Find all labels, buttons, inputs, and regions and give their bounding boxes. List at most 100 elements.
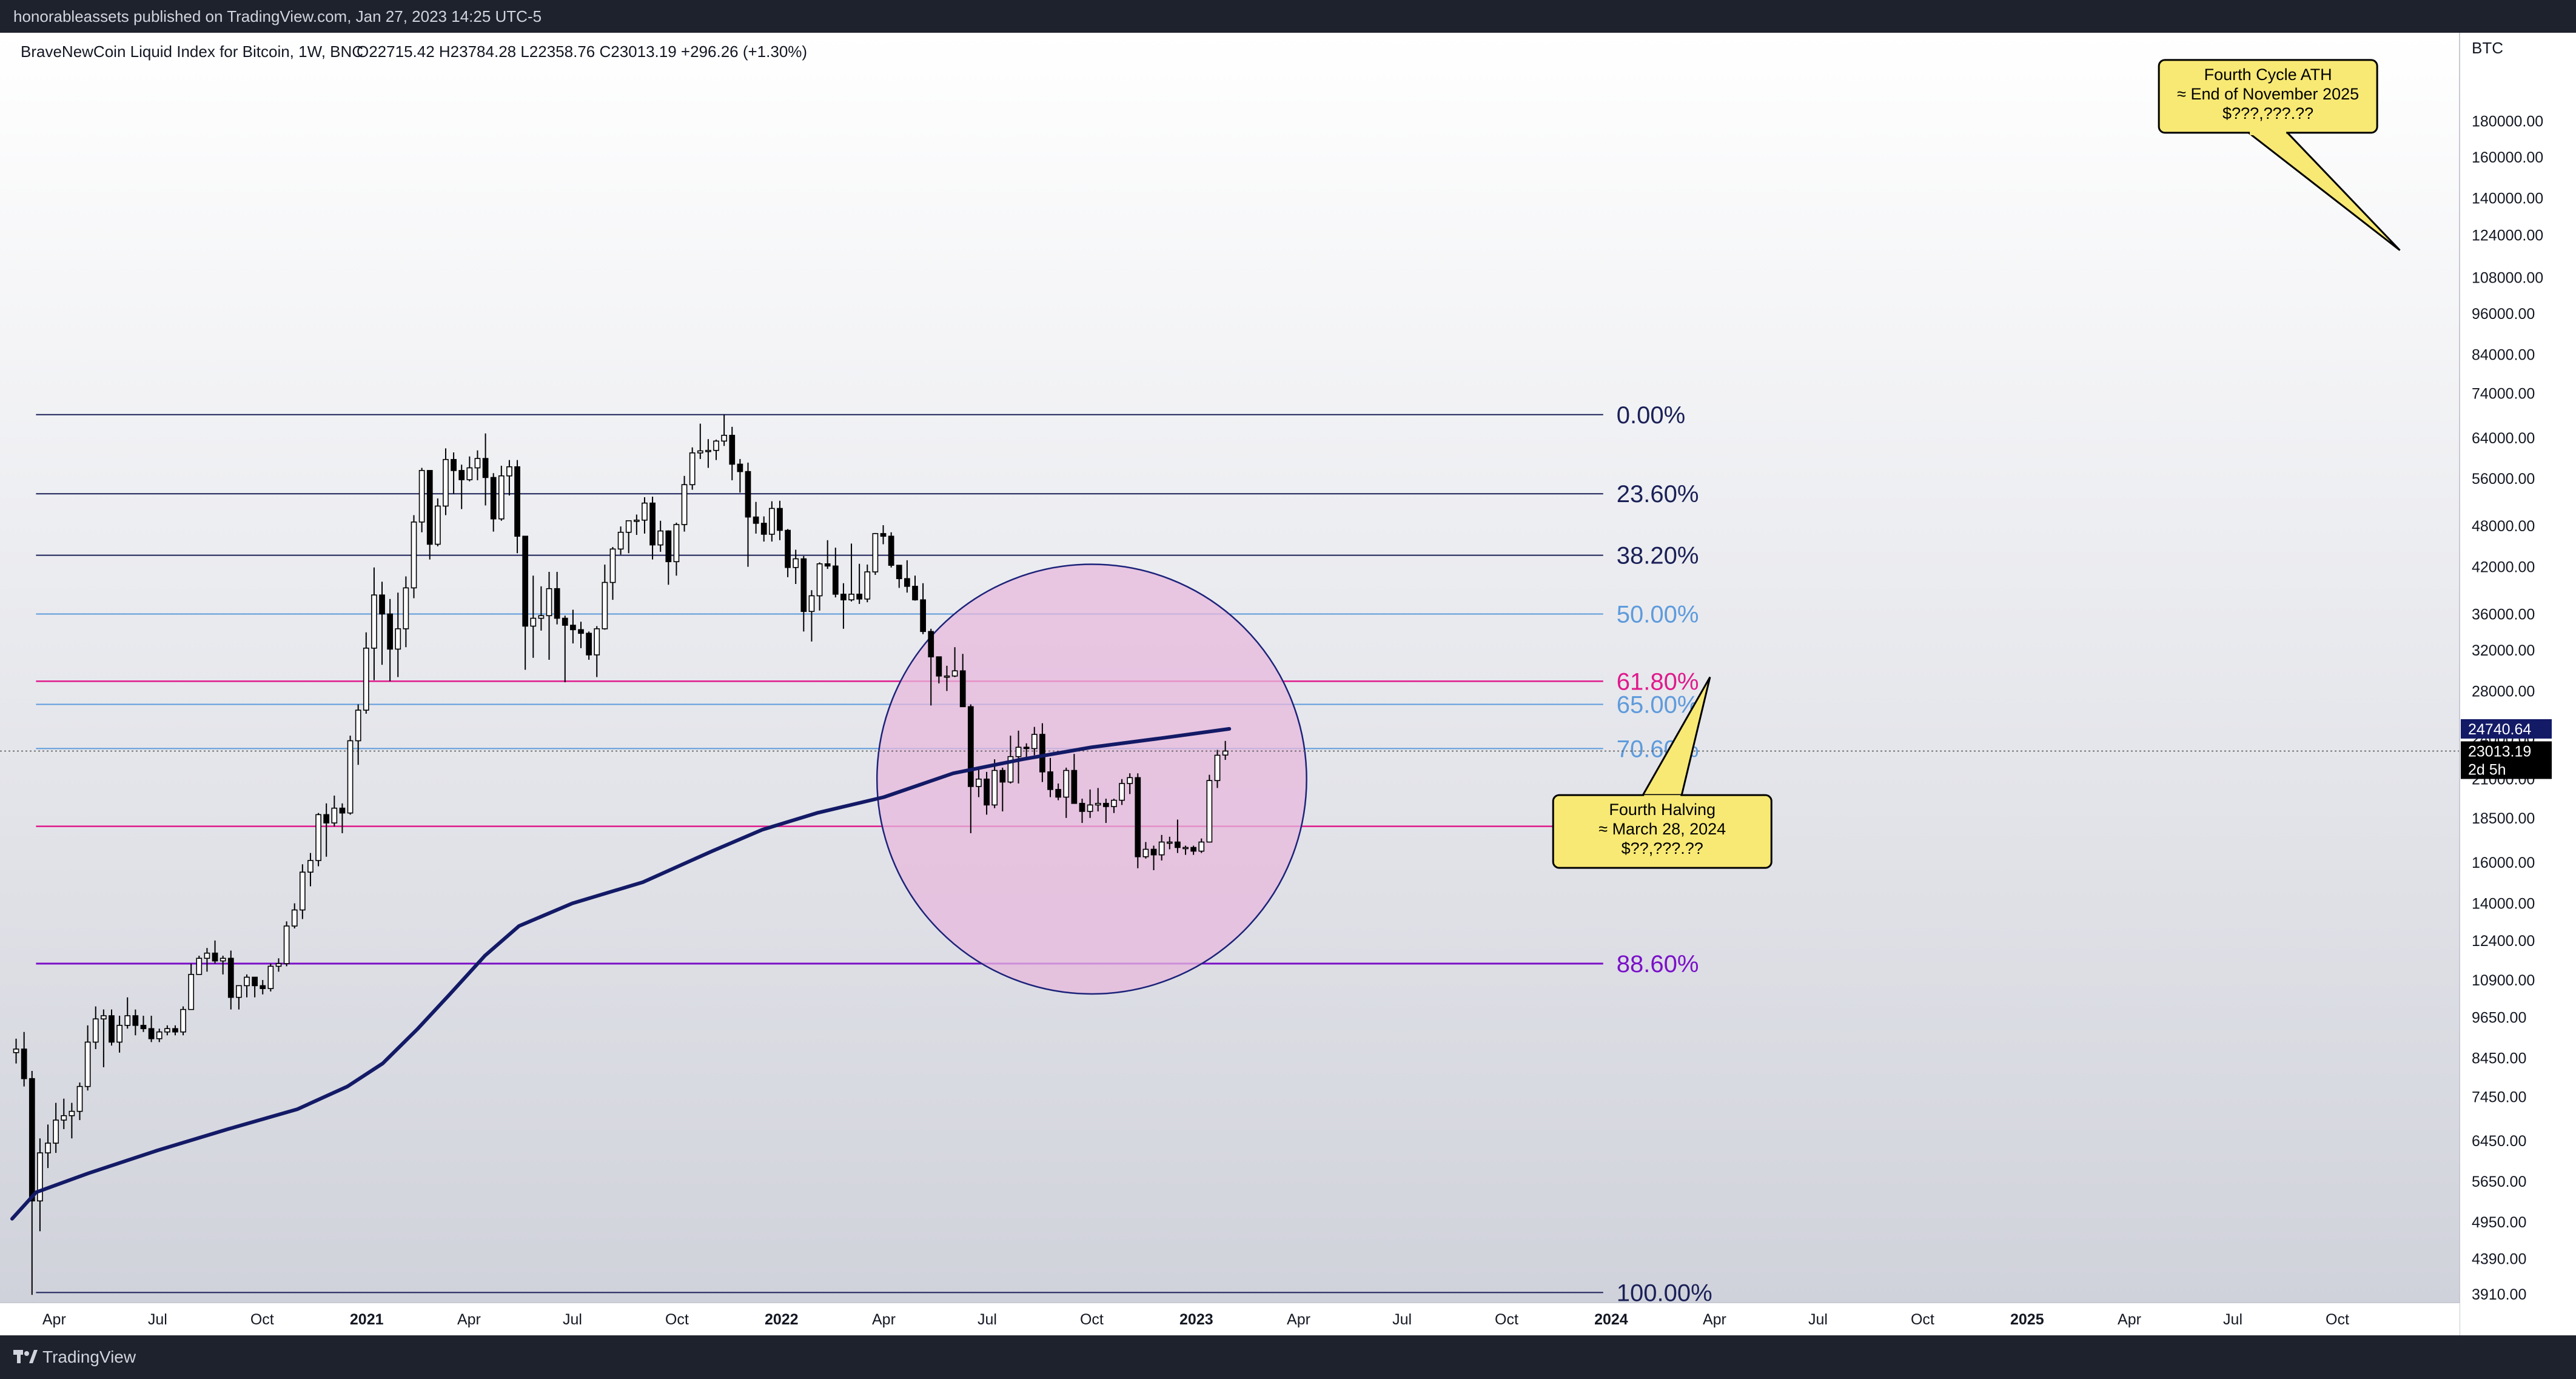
candle-up	[617, 531, 624, 550]
candle-up	[848, 594, 854, 600]
callout-text: Fourth Halving	[1609, 800, 1716, 819]
y-tick-label: 140000.00	[2472, 190, 2543, 207]
candle-up	[13, 1049, 19, 1053]
candle-up	[1198, 841, 1205, 852]
callout-2: Fourth Halving≈ March 28, 2024$??,???.??	[1552, 676, 1773, 869]
candle-up	[705, 449, 711, 452]
x-tick-label: Jul	[2223, 1311, 2242, 1328]
candle-down	[737, 463, 743, 472]
x-tick-label: Oct	[250, 1311, 274, 1328]
candle-down	[514, 466, 520, 537]
x-tick-label: Jul	[1392, 1311, 1412, 1328]
y-tick-label: 32000.00	[2472, 642, 2535, 659]
candle-down	[777, 508, 783, 531]
candle-up	[1127, 777, 1133, 784]
chart-area[interactable]: 0.00%23.60%38.20%50.00%61.80%65.00%70.60…	[0, 33, 2576, 1335]
y-tick-label: 5650.00	[2472, 1173, 2526, 1190]
candle-down	[1047, 771, 1053, 790]
candle-up	[275, 963, 282, 967]
candle-down	[387, 613, 394, 650]
callout-text: ≈ March 28, 2024	[1598, 820, 1726, 838]
candle-up	[434, 505, 441, 545]
candle-down	[1039, 734, 1045, 773]
x-tick-label: Apr	[2118, 1311, 2141, 1328]
candle-up	[808, 595, 815, 612]
candle-up	[196, 958, 203, 975]
fib-label: 65.00%	[1617, 692, 1699, 719]
candle-up	[1087, 804, 1093, 812]
candle-up	[1206, 780, 1213, 843]
candle-up	[395, 628, 401, 650]
price-tag	[2461, 741, 2552, 779]
candle-down	[109, 1015, 115, 1043]
candle-down	[800, 558, 807, 612]
candle-up	[1015, 747, 1022, 757]
candle-down	[212, 952, 218, 962]
fib-label: 88.60%	[1617, 951, 1699, 978]
candle-down	[140, 1025, 147, 1030]
candle-up	[1095, 802, 1101, 806]
candle-down	[904, 578, 910, 587]
candle-down	[1055, 789, 1061, 798]
candle-down	[649, 502, 656, 546]
fib-label: 38.20%	[1617, 543, 1699, 569]
candle-up	[991, 770, 998, 806]
y-tick-label: 48000.00	[2472, 518, 2535, 535]
candle-down	[840, 594, 847, 600]
x-tick-label: Oct	[665, 1311, 689, 1328]
candle-up	[116, 1025, 122, 1043]
candle-up	[220, 958, 226, 962]
candle-down	[959, 670, 966, 708]
y-tick-label: 10900.00	[2472, 972, 2535, 989]
y-tick-label: 4390.00	[2472, 1251, 2526, 1268]
plot-layer: 0.00%23.60%38.20%50.00%61.80%65.00%70.60…	[0, 59, 2460, 1306]
price-tag-value: 24740.64	[2468, 721, 2531, 738]
candle-up	[418, 470, 425, 523]
price-tag	[2461, 719, 2552, 739]
candle-down	[482, 458, 489, 478]
time-axis-panel	[0, 1303, 2460, 1335]
publisher-header: honorableassets published on TradingView…	[0, 0, 2576, 33]
currency-label: BTC	[2472, 39, 2503, 57]
callout-text: $??,???.??	[1622, 839, 1703, 857]
candle-up	[1111, 799, 1117, 807]
candle-up	[156, 1031, 163, 1039]
candle-down	[928, 631, 934, 657]
candle-down	[586, 632, 592, 656]
candle-up	[864, 571, 871, 600]
fib-label: 61.80%	[1617, 668, 1699, 695]
candle-up	[546, 588, 552, 617]
candle-down	[21, 1049, 27, 1079]
candle-down	[323, 814, 330, 824]
candle-up	[403, 587, 409, 629]
candle-up	[681, 484, 688, 525]
y-tick-label: 28000.00	[2472, 683, 2535, 700]
candle-up	[101, 1015, 107, 1020]
candle-down	[753, 516, 759, 524]
candle-up	[609, 548, 616, 583]
x-tick-label: 2022	[765, 1311, 799, 1328]
chart-title: BraveNewCoin Liquid Index for Bitcoin, 1…	[21, 42, 363, 61]
candle-down	[227, 958, 234, 998]
candle-up	[84, 1041, 91, 1087]
y-tick-label: 6450.00	[2472, 1133, 2526, 1150]
candle-down	[172, 1028, 178, 1033]
candle-up	[768, 508, 775, 535]
x-tick-label: 2024	[1594, 1311, 1628, 1328]
candle-up	[291, 909, 298, 927]
candle-down	[578, 629, 584, 634]
axis-layer: Apr Jul Oct 2021 Apr Jul Oct 2022 Apr Jul Oct 2023 A…	[42, 113, 2552, 1328]
candle-up	[355, 710, 361, 742]
y-tick-label: 64000.00	[2472, 430, 2535, 447]
candle-down	[252, 976, 258, 987]
candle-down	[936, 656, 942, 677]
candle-up	[673, 524, 680, 563]
callout-joint	[2250, 130, 2287, 135]
callout-text: $???,???.??	[2222, 104, 2313, 122]
x-tick-label: Apr	[457, 1311, 481, 1328]
y-tick-label: 3910.00	[2472, 1286, 2526, 1303]
x-tick-label: Oct	[1080, 1311, 1104, 1328]
moving-average-line	[10, 726, 1232, 1221]
candle-up	[236, 985, 242, 998]
candle-up	[204, 952, 210, 959]
